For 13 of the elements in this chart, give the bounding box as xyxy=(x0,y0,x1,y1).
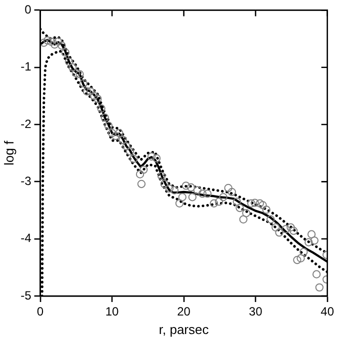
x-tick-label: 10 xyxy=(105,304,120,319)
y-tick-label: -2 xyxy=(20,116,32,131)
y-tick-label: -3 xyxy=(20,174,32,188)
y-tick-label: -5 xyxy=(20,288,32,302)
x-tick-label: 0 xyxy=(36,304,44,319)
y-tick-label: -4 xyxy=(20,231,32,246)
x-tick-label: 40 xyxy=(320,304,334,319)
y-tick-label: -1 xyxy=(20,60,32,74)
y-tick-label: 0 xyxy=(24,2,32,17)
y-axis-title: log f xyxy=(1,140,16,166)
x-tick-label: 30 xyxy=(248,304,263,319)
x-tick-label: 20 xyxy=(177,304,191,319)
x-axis-title: r, parsec xyxy=(158,322,210,337)
